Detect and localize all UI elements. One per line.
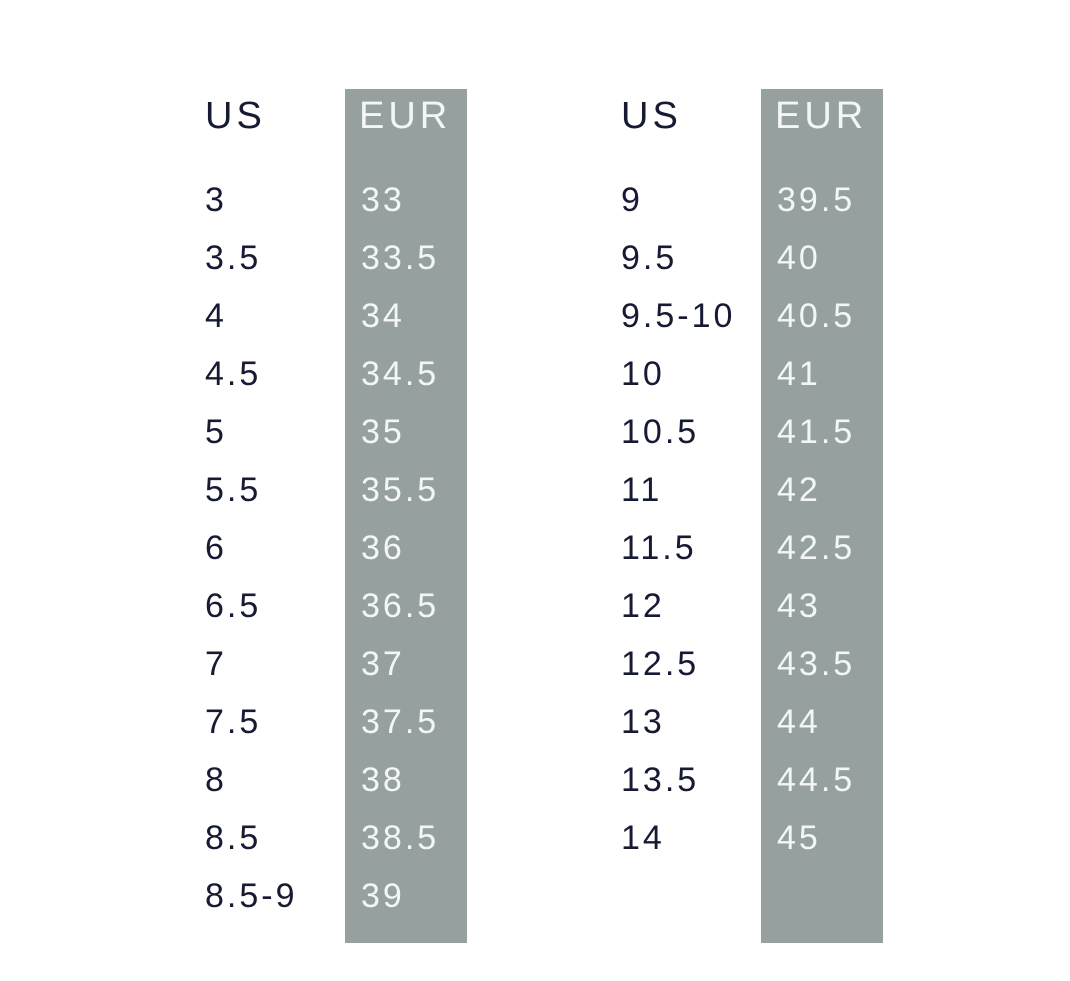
eur-size: 42.5 (777, 529, 856, 567)
eur-column-background (761, 89, 883, 943)
eur-size: 45 (777, 819, 821, 857)
eur-size: 42 (777, 471, 821, 509)
us-size: 4 (205, 297, 227, 335)
eur-size: 39.5 (777, 181, 856, 219)
eur-size: 43.5 (777, 645, 856, 683)
us-size: 12.5 (621, 645, 700, 683)
eur-size: 35.5 (361, 471, 440, 509)
us-size: 7 (205, 645, 227, 683)
eur-size: 44.5 (777, 761, 856, 799)
eur-size: 41.5 (777, 413, 856, 451)
us-size: 9.5 (621, 239, 678, 277)
us-size: 3.5 (205, 239, 262, 277)
eur-size: 33 (361, 181, 405, 219)
us-size: 8 (205, 761, 227, 799)
eur-size: 34 (361, 297, 405, 335)
eur-size: 38 (361, 761, 405, 799)
eur-size: 39 (361, 877, 405, 915)
eur-size: 33.5 (361, 239, 440, 277)
eur-size: 36 (361, 529, 405, 567)
us-size: 12 (621, 587, 665, 625)
eur-header: EUR (775, 95, 868, 137)
us-size: 3 (205, 181, 227, 219)
us-size: 5.5 (205, 471, 262, 509)
us-size: 10.5 (621, 413, 700, 451)
eur-size: 38.5 (361, 819, 440, 857)
eur-size: 37 (361, 645, 405, 683)
us-size: 8.5-9 (205, 877, 298, 915)
eur-size: 35 (361, 413, 405, 451)
eur-size: 40 (777, 239, 821, 277)
us-size: 4.5 (205, 355, 262, 393)
us-size: 11 (621, 471, 663, 509)
eur-size: 36.5 (361, 587, 440, 625)
eur-size: 41 (777, 355, 821, 393)
us-size: 9.5-10 (621, 297, 736, 335)
us-size: 10 (621, 355, 665, 393)
us-header: US (621, 95, 682, 137)
eur-column-background (345, 89, 467, 943)
us-size: 11.5 (621, 529, 697, 567)
us-size: 6 (205, 529, 227, 567)
us-size: 8.5 (205, 819, 262, 857)
us-size: 13 (621, 703, 665, 741)
eur-header: EUR (359, 95, 452, 137)
eur-size: 40.5 (777, 297, 856, 335)
us-size: 14 (621, 819, 665, 857)
us-size: 9 (621, 181, 643, 219)
eur-size: 34.5 (361, 355, 440, 393)
us-size: 5 (205, 413, 227, 451)
us-size: 13.5 (621, 761, 700, 799)
us-size: 7.5 (205, 703, 262, 741)
eur-size: 37.5 (361, 703, 440, 741)
eur-size: 44 (777, 703, 821, 741)
eur-size: 43 (777, 587, 821, 625)
us-size: 6.5 (205, 587, 262, 625)
us-header: US (205, 95, 266, 137)
